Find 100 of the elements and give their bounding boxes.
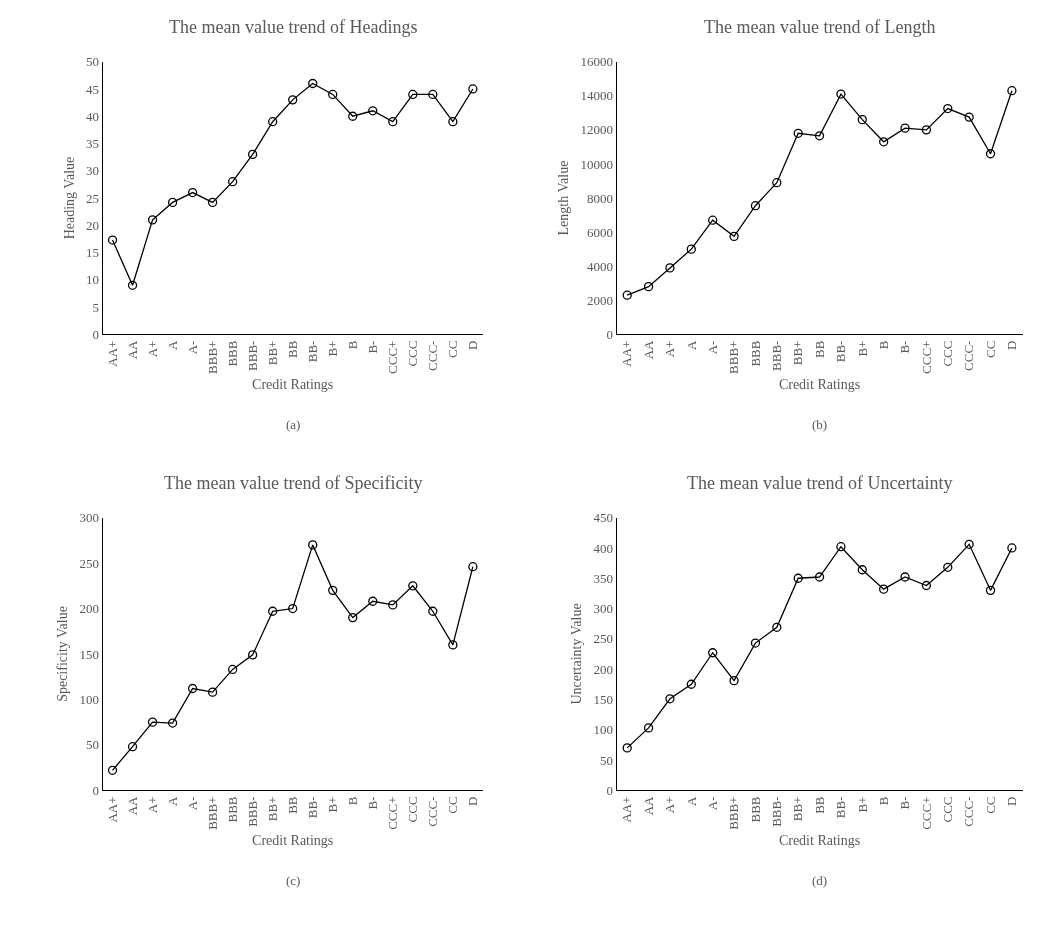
point (836, 542, 846, 552)
x-tick-label: BBB- (769, 796, 785, 827)
x-tick-label: CCC (940, 796, 956, 823)
y-tick-label: 10 (85, 272, 99, 288)
point (729, 675, 739, 686)
x-tick-label: B (344, 796, 360, 806)
x-tick-label: BB+ (790, 796, 806, 822)
point (943, 103, 953, 114)
x-tick-label: A (164, 339, 180, 350)
point (772, 622, 782, 632)
point (900, 572, 910, 582)
y-tick-label: 350 (593, 570, 613, 586)
x-tick-label: BB- (304, 796, 320, 819)
point (814, 572, 825, 582)
point (708, 648, 718, 658)
point (448, 117, 458, 127)
x-tick-label: A- (184, 340, 200, 355)
y-tick-label: 40 (85, 108, 99, 124)
x-tick-label: AA (640, 339, 656, 360)
point (428, 606, 438, 616)
y-tick-label: 0 (606, 326, 613, 342)
text: (a) (286, 417, 301, 432)
point (348, 111, 358, 121)
y-tick-label: 15 (85, 245, 99, 261)
x-tick-label: A+ (144, 796, 160, 814)
y-tick-label: 6000 (586, 224, 613, 240)
point (622, 743, 632, 753)
point (943, 562, 953, 572)
y-axis-title: Uncertainty Value (569, 603, 585, 705)
x-tick-label: BBB (224, 796, 240, 823)
x-tick-label: BBB+ (204, 340, 220, 374)
x-tick-label: BB- (833, 340, 849, 363)
point (985, 149, 996, 159)
point (268, 117, 278, 127)
x-tick-label: CCC- (425, 340, 441, 371)
point (879, 137, 889, 147)
y-tick-label: 2000 (586, 292, 613, 308)
x-tick-label: B- (365, 796, 381, 810)
point (900, 123, 910, 133)
x-tick-label: CCC (940, 340, 956, 367)
x-tick-label: A+ (662, 796, 678, 814)
chart-title: The mean value trend of Uncertainty (687, 473, 953, 493)
x-tick-label: D (1004, 340, 1020, 350)
x-tick-label: BB (811, 340, 827, 358)
point (921, 125, 932, 135)
x-tick-label: BBB (224, 340, 240, 367)
x-tick-label: BB (284, 796, 300, 814)
x-tick-label: CC (445, 340, 461, 358)
x-tick-label: CC (982, 796, 998, 814)
x-tick-label: BB- (833, 796, 849, 819)
point (408, 89, 418, 100)
x-tick-label: BBB+ (726, 340, 742, 374)
x-tick-label: BB+ (790, 340, 806, 366)
point (708, 215, 718, 225)
y-tick-label: 35 (85, 136, 99, 152)
point (388, 600, 398, 610)
point (793, 573, 803, 583)
point (207, 197, 218, 208)
x-tick-label: BB (811, 796, 827, 814)
y-tick-label: 50 (85, 737, 99, 753)
x-tick-label: B (344, 340, 360, 350)
x-tick-label: BB (284, 340, 300, 358)
x-tick-label: A (683, 795, 699, 806)
point (127, 742, 138, 752)
x-tick-label: A- (704, 340, 720, 355)
x-tick-label: A+ (662, 340, 678, 358)
point (750, 201, 761, 211)
point (147, 717, 158, 727)
point (729, 231, 739, 242)
point (248, 650, 258, 660)
point (187, 683, 198, 694)
y-axis-title: Heading Value (61, 156, 77, 240)
point (328, 89, 338, 100)
point (665, 263, 675, 273)
x-tick-label: CCC- (425, 796, 441, 827)
x-axis-title: Credit Ratings (778, 377, 861, 393)
y-tick-label: 250 (79, 555, 99, 571)
y-tick-label: 12000 (580, 122, 613, 138)
y-tick-label: 150 (593, 691, 613, 707)
x-tick-label: CC (982, 340, 998, 358)
x-tick-label: CCC+ (385, 796, 401, 830)
y-tick-label: 400 (593, 540, 613, 556)
x-tick-label: BBB (747, 340, 763, 367)
x-tick-label: BB+ (264, 796, 280, 822)
y-tick-label: 300 (79, 510, 99, 526)
point (448, 640, 458, 650)
point (750, 638, 761, 648)
point (1007, 86, 1017, 96)
x-tick-label: B (875, 796, 891, 806)
x-tick-label: BBB- (244, 796, 260, 827)
x-tick-label: BBB+ (204, 796, 220, 830)
x-tick-label: AA (124, 795, 140, 816)
x-tick-label: AA+ (619, 340, 635, 367)
point (288, 603, 298, 614)
point (368, 596, 378, 606)
x-tick-label: CCC+ (385, 340, 401, 374)
point (207, 687, 218, 697)
point (388, 117, 398, 127)
x-tick-label: D (465, 796, 481, 806)
point (227, 177, 238, 187)
